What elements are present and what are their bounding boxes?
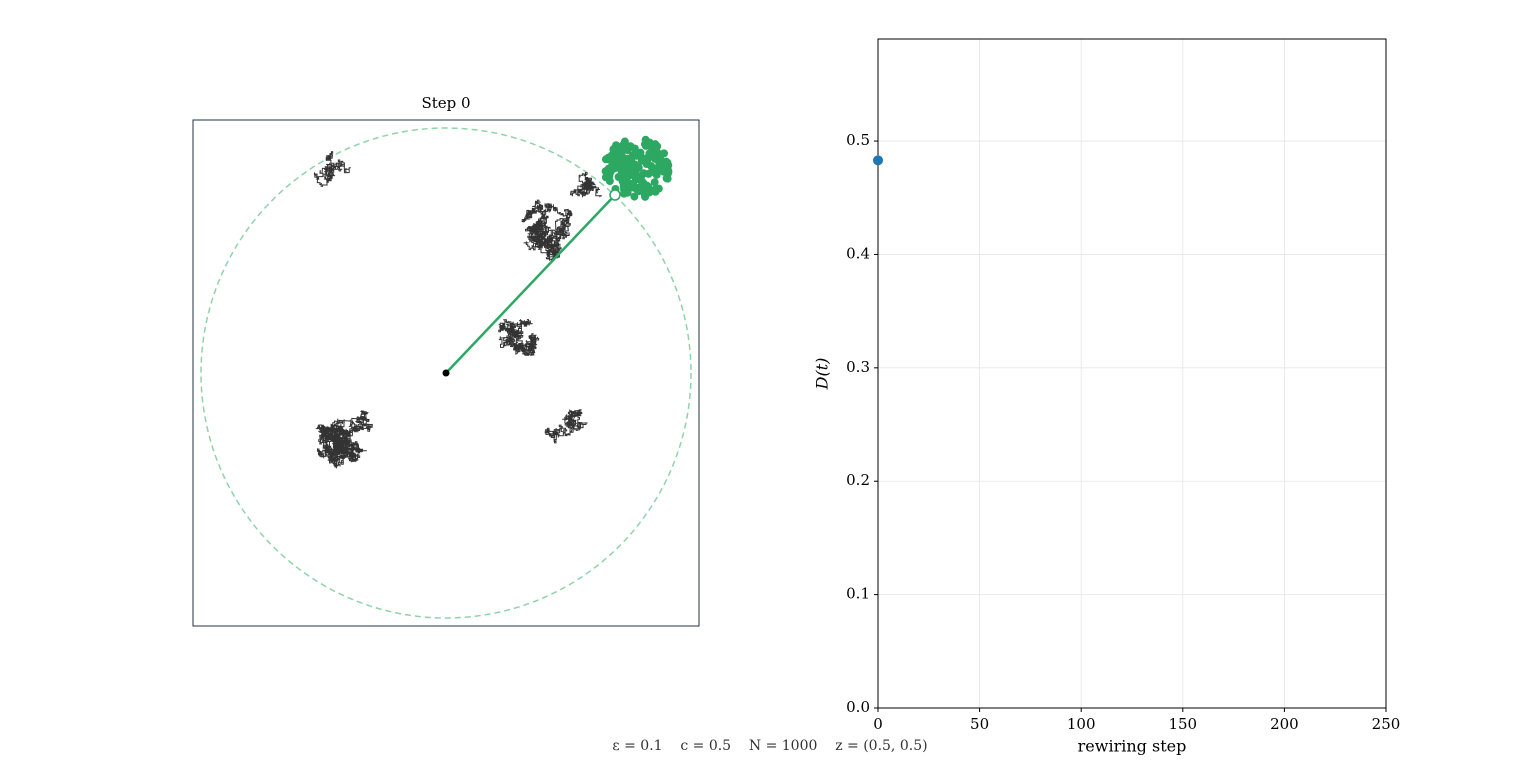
x-tick-label: 50	[970, 715, 989, 733]
blob-particle	[630, 192, 639, 201]
panel-frame	[192, 119, 700, 627]
blob-particle	[618, 144, 627, 153]
x-tick-label: 200	[1270, 715, 1299, 733]
contact-point	[609, 189, 621, 201]
x-axis-label: rewiring step	[1078, 737, 1187, 756]
blob-particle	[620, 183, 629, 192]
y-tick-label: 0.1	[846, 585, 870, 603]
blob-particle	[652, 167, 661, 176]
y-tick-label: 0.5	[846, 131, 870, 149]
blob-particle	[662, 159, 671, 168]
blob-particle	[639, 178, 648, 187]
blob-particle	[639, 169, 648, 178]
blob-particle	[610, 164, 619, 173]
blob-particle	[604, 155, 613, 164]
series-marker	[873, 155, 883, 166]
axes-frame	[877, 38, 1387, 709]
blob-particle	[628, 151, 637, 160]
blob-particle	[634, 187, 643, 196]
blob-particle	[630, 144, 639, 153]
walk-cluster	[544, 409, 588, 444]
blob-particle	[643, 153, 652, 162]
y-tick-label: 0.4	[846, 244, 870, 262]
walk-cluster	[315, 410, 373, 469]
walk-cluster	[498, 319, 540, 356]
blob-particle	[654, 184, 663, 193]
y-axis-label: D(t)	[813, 358, 832, 391]
blob-particle	[609, 145, 618, 154]
blob-particle	[621, 173, 630, 182]
radius-line	[445, 194, 616, 374]
boundary-circle	[200, 127, 692, 619]
blob-particle	[614, 157, 623, 166]
caption: ε = 0.1 c = 0.5 N = 1000 z = (0.5, 0.5)	[612, 738, 927, 754]
y-tick-label: 0.3	[846, 358, 870, 376]
blob-particle	[617, 167, 626, 176]
blob-particle	[629, 179, 638, 188]
blob-particle	[634, 163, 643, 172]
blob-particle	[660, 149, 669, 158]
x-tick-label: 250	[1372, 715, 1401, 733]
y-tick-label: 0.2	[846, 471, 870, 489]
panel-title: Step 0	[421, 94, 470, 112]
clusters	[313, 151, 602, 469]
center-dot	[442, 369, 450, 377]
blob-particle	[637, 153, 646, 162]
blob-particle	[641, 188, 650, 197]
blob-particle	[653, 142, 662, 151]
x-tick-label: 100	[1067, 715, 1096, 733]
blob-particle	[650, 178, 659, 187]
seed-blob	[601, 135, 673, 201]
walk-cluster	[313, 151, 351, 187]
blob-particle	[645, 138, 654, 147]
blob-particle	[604, 166, 613, 175]
x-tick-label: 0	[873, 715, 883, 733]
walk-cluster	[521, 199, 573, 262]
blob-particle	[663, 169, 672, 178]
y-tick-label: 0.0	[846, 698, 870, 716]
x-tick-label: 150	[1168, 715, 1197, 733]
walk-cluster	[570, 172, 602, 198]
